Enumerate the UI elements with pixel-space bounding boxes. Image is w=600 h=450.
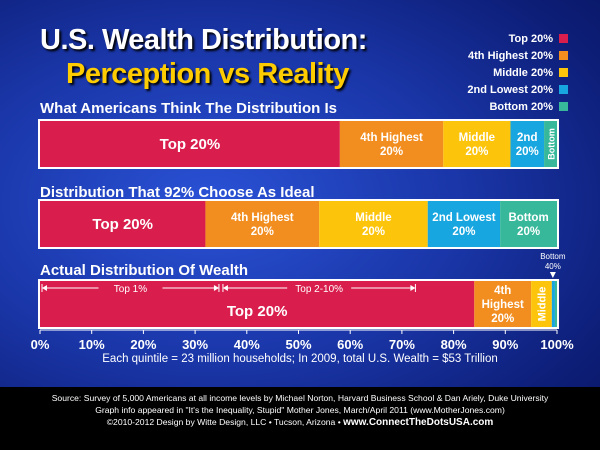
legend-label-top: Top 20%	[508, 32, 553, 45]
row-label-1: What Americans Think The Distribution Is	[40, 100, 337, 117]
segment-label-2-4: 2nd Lowest 20%	[432, 212, 495, 238]
x-tick-label-3: 30%	[182, 337, 208, 352]
segment-label-3-2: 4th Highest 20%	[482, 285, 524, 325]
legend-label-middle: Middle 20%	[493, 66, 553, 79]
legend-swatch-top	[559, 34, 568, 43]
legend-swatch-bottom	[559, 102, 568, 111]
legend-label-2nd: 2nd Lowest 20%	[467, 83, 553, 96]
footer-url[interactable]: www.ConnectTheDotsUSA.com	[343, 417, 494, 428]
legend-item-top: Top 20%	[440, 30, 568, 47]
legend-item-2nd: 2nd Lowest 20%	[440, 81, 568, 98]
segment-label-2-1: Top 20%	[92, 216, 153, 233]
bar-segment-1-1	[40, 121, 340, 167]
segment-label-2-2: 4th Highest 20%	[231, 212, 294, 238]
x-tick-label-0: 0%	[31, 337, 50, 352]
x-tick-label-5: 50%	[285, 337, 311, 352]
bracket-arrow-left-1	[42, 285, 47, 291]
x-tick-label-1: 10%	[79, 337, 105, 352]
title-line-2: Perception vs Reality	[66, 58, 349, 90]
segment-label-1-5: Bottom	[547, 128, 557, 160]
bracket-label-bg-2	[287, 282, 352, 294]
footer-credit-text: ©2010-2012 Design by Witte Design, LLC •…	[106, 417, 344, 427]
segment-label-3-1: Top 20%	[227, 303, 288, 320]
x-tick-label-10: 100%	[540, 337, 574, 352]
bracket-label-2: Top 2-10%	[295, 284, 343, 295]
footer: Source: Survey of 5,000 Americans at all…	[0, 387, 600, 450]
segment-label-2-5: Bottom 20%	[508, 212, 548, 238]
segment-label-3-3: Middle	[536, 287, 548, 322]
bar-segment-1-3	[443, 121, 511, 167]
bar-segment-3-5	[554, 281, 557, 327]
legend-swatch-middle	[559, 68, 568, 77]
stacked-bar-chart: What Americans Think The Distribution Is…	[31, 100, 574, 352]
legend-swatch-2nd	[559, 85, 568, 94]
quintile-note: Each quintile = 23 million households; I…	[102, 353, 498, 365]
row-label-3: Actual Distribution Of Wealth	[40, 262, 248, 279]
segment-label-1-4: 2nd 20%	[516, 132, 539, 158]
bracket-arrow-right-1	[213, 285, 219, 291]
x-tick-label-9: 90%	[492, 337, 518, 352]
bar-segment-3-2	[474, 281, 532, 327]
bracket-label-1: Top 1%	[114, 284, 147, 295]
callout-value: 40%	[545, 262, 561, 271]
legend: Top 20% 4th Highest 20% Middle 20% 2nd L…	[440, 30, 568, 115]
bracket-arrow-left-2	[222, 285, 228, 291]
segment-label-1-3: Middle 20%	[459, 132, 495, 158]
bar-segment-2-5	[500, 201, 557, 247]
footer-publication: Graph info appeared in "It's the Inequal…	[95, 405, 505, 415]
segment-label-1-1: Top 20%	[160, 136, 221, 153]
bracket-arrow-right-2	[410, 285, 416, 291]
legend-item-4th: 4th Highest 20%	[440, 47, 568, 64]
footer-source: Source: Survey of 5,000 Americans at all…	[51, 393, 549, 403]
bar-segment-2-4	[427, 201, 501, 247]
row-label-2: Distribution That 92% Choose As Ideal	[40, 184, 314, 201]
legend-label-4th: 4th Highest 20%	[468, 49, 553, 62]
x-tick-label-7: 70%	[389, 337, 415, 352]
bar-segment-1-5	[544, 121, 557, 167]
bar-segment-1-2	[339, 121, 444, 167]
legend-item-bottom: Bottom 20%	[440, 98, 568, 115]
bar-segment-3-4	[551, 281, 555, 327]
x-tick-label-6: 60%	[337, 337, 363, 352]
bar-segment-2-2	[205, 201, 320, 247]
x-tick-label-8: 80%	[441, 337, 467, 352]
bar-segment-1-4	[510, 121, 545, 167]
segment-label-1-2: 4th Highest 20%	[360, 132, 423, 158]
legend-label-bottom: Bottom 20%	[489, 100, 553, 113]
title-line-1: U.S. Wealth Distribution:	[40, 24, 367, 56]
bar-segment-2-1	[40, 201, 206, 247]
legend-item-middle: Middle 20%	[440, 64, 568, 81]
bar-segment-2-3	[319, 201, 428, 247]
segment-label-2-3: Middle 20%	[355, 212, 391, 238]
callout-arrow	[549, 272, 556, 278]
bracket-label-bg-1	[98, 282, 163, 294]
legend-swatch-4th	[559, 51, 568, 60]
x-tick-label-4: 40%	[234, 337, 260, 352]
bar-segment-3-3	[531, 281, 552, 327]
x-tick-label-2: 20%	[130, 337, 156, 352]
footer-credit: ©2010-2012 Design by Witte Design, LLC •…	[0, 416, 600, 429]
callout-label: Bottom	[540, 252, 566, 261]
